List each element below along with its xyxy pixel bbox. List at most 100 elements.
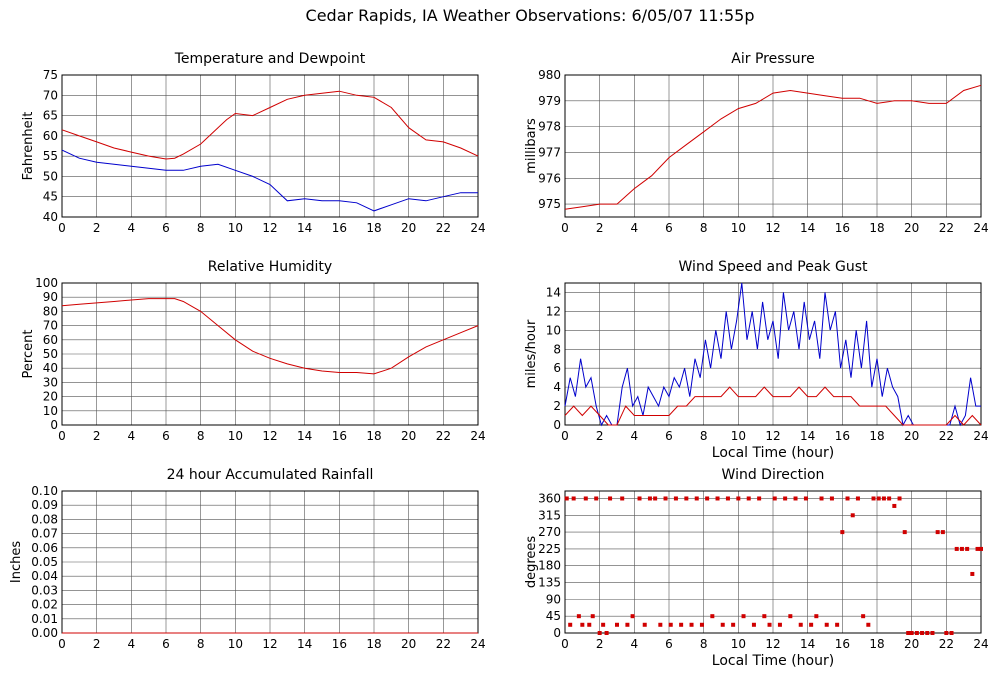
- data-point: [601, 622, 606, 627]
- x-tick-label: 14: [800, 637, 815, 651]
- chart-humidity: 0 2 4 6 8 10 12 14 16 18 20 22 240102030405060708090…: [21, 259, 486, 443]
- y-tick-label: 80: [43, 304, 58, 318]
- x-tick-label: 2: [596, 637, 604, 651]
- data-point: [751, 622, 756, 627]
- x-tick-label: 12: [262, 221, 277, 235]
- y-tick-label: 135: [538, 576, 561, 590]
- x-tick-label: 16: [835, 221, 850, 235]
- x-tick-label: 18: [366, 221, 381, 235]
- x-tick-label: 8: [700, 637, 708, 651]
- y-tick-label: 0.02: [31, 598, 58, 612]
- x-tick-label: 10: [731, 221, 746, 235]
- data-point: [673, 496, 678, 501]
- chart-title: Wind Direction: [722, 467, 825, 483]
- data-point: [653, 496, 658, 501]
- y-tick-label: 8: [553, 342, 561, 356]
- plot-frame: [564, 282, 982, 426]
- y-tick-label: 14: [546, 285, 561, 299]
- data-point: [767, 622, 772, 627]
- chart-temp: 0 2 4 6 8 10 12 14 16 18 20 22 244045505560657075Tem…: [21, 51, 486, 235]
- x-tick-label: 18: [869, 429, 884, 443]
- page-title: Cedar Rapids, IA Weather Observations: 6…: [305, 6, 755, 25]
- x-tick-label: 20: [904, 637, 919, 651]
- y-axis-label: millibars: [524, 118, 539, 174]
- x-tick-label: 12: [765, 221, 780, 235]
- data-point: [845, 496, 850, 501]
- x-tick-label: 20: [904, 221, 919, 235]
- chart-title: Temperature and Dewpoint: [174, 51, 366, 67]
- x-tick-label: 22: [939, 637, 954, 651]
- y-axis-label: Percent: [21, 330, 36, 379]
- y-axis-label: Fahrenheit: [21, 112, 36, 181]
- data-point: [608, 496, 613, 501]
- x-tick-label: 6: [665, 637, 673, 651]
- plot-frame: [564, 490, 982, 634]
- data-point: [710, 614, 715, 619]
- x-tick-label: 6: [162, 637, 170, 651]
- y-tick-label: 55: [43, 149, 58, 163]
- x-tick-label: 10: [228, 637, 243, 651]
- data-point: [725, 496, 730, 501]
- data-point: [959, 546, 964, 551]
- y-tick-label: 975: [538, 197, 561, 211]
- data-point: [954, 546, 959, 551]
- data-point: [840, 530, 845, 535]
- data-point: [881, 496, 886, 501]
- x-tick-label: 0: [561, 637, 569, 651]
- y-tick-label: 0.03: [31, 583, 58, 597]
- x-tick-label: 10: [228, 429, 243, 443]
- y-tick-label: 980: [538, 68, 561, 82]
- data-point: [684, 496, 689, 501]
- plot-frame: [61, 74, 479, 218]
- data-point: [777, 622, 782, 627]
- data-point: [576, 614, 581, 619]
- x-tick-label: 2: [93, 429, 101, 443]
- y-tick-label: 50: [43, 169, 58, 183]
- data-point: [829, 496, 834, 501]
- data-point: [940, 530, 945, 535]
- x-tick-label: 4: [128, 637, 136, 651]
- data-point: [571, 496, 576, 501]
- data-point: [694, 496, 699, 501]
- data-point: [772, 496, 777, 501]
- x-tick-label: 18: [366, 637, 381, 651]
- data-point: [736, 496, 741, 501]
- x-tick-label: 16: [332, 221, 347, 235]
- y-tick-label: 12: [546, 304, 561, 318]
- data-point: [814, 614, 819, 619]
- x-tick-label: 6: [665, 429, 673, 443]
- data-point: [935, 530, 940, 535]
- x-tick-label: 14: [297, 221, 312, 235]
- data-point: [568, 622, 573, 627]
- data-point: [642, 622, 647, 627]
- y-tick-label: 90: [43, 290, 58, 304]
- y-tick-label: 978: [538, 120, 561, 134]
- x-tick-label: 0: [58, 429, 66, 443]
- data-point: [824, 622, 829, 627]
- x-tick-label: 4: [631, 429, 639, 443]
- chart-title: Relative Humidity: [208, 259, 332, 275]
- y-tick-label: 60: [43, 129, 58, 143]
- y-tick-label: 40: [43, 210, 58, 224]
- data-point: [979, 546, 983, 551]
- x-tick-label: 8: [197, 429, 205, 443]
- data-point: [637, 496, 642, 501]
- y-tick-label: 0: [553, 418, 561, 432]
- y-tick-label: 0.00: [31, 626, 58, 640]
- data-point: [897, 496, 902, 501]
- y-tick-label: 0.04: [31, 569, 58, 583]
- x-tick-label: 24: [470, 637, 485, 651]
- y-tick-label: 0.05: [31, 555, 58, 569]
- y-tick-label: 977: [538, 145, 561, 159]
- series-line-1: [564, 282, 981, 427]
- x-tick-label: 6: [162, 429, 170, 443]
- data-point: [715, 496, 720, 501]
- x-tick-label: 6: [162, 221, 170, 235]
- chart-title: Wind Speed and Peak Gust: [679, 259, 868, 275]
- x-tick-label: 0: [58, 221, 66, 235]
- plot-frame: [61, 282, 479, 426]
- data-point: [658, 622, 663, 627]
- data-point: [803, 496, 808, 501]
- data-point: [699, 622, 704, 627]
- y-axis-label: degrees: [524, 536, 539, 589]
